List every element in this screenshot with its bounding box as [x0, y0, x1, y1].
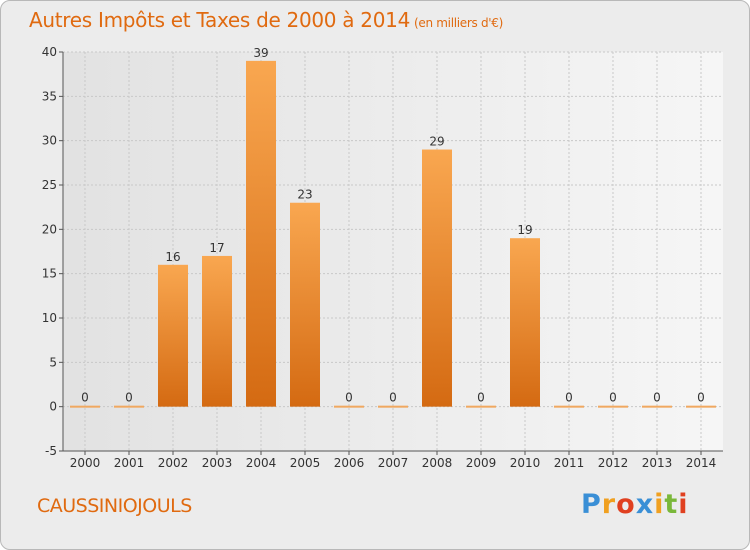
bar [554, 405, 584, 408]
bar [334, 405, 364, 408]
x-tick-label: 2007 [378, 456, 409, 470]
bar [642, 405, 672, 408]
data-label: 29 [429, 135, 444, 149]
data-label: 16 [165, 250, 180, 264]
bar [598, 405, 628, 408]
data-label: 0 [81, 391, 89, 405]
x-tick-label: 2001 [114, 456, 145, 470]
y-tick-label: -5 [45, 444, 57, 458]
chart-title-text: Autres Impôts et Taxes de 2000 à 2014 [29, 8, 410, 32]
bar [510, 238, 540, 407]
x-tick-label: 2011 [554, 456, 585, 470]
x-tick-label: 2003 [202, 456, 233, 470]
bar [202, 255, 232, 407]
bar [158, 264, 188, 407]
x-tick-label: 2012 [598, 456, 629, 470]
x-tick-label: 2010 [510, 456, 541, 470]
bar [246, 60, 276, 407]
data-label: 0 [477, 391, 485, 405]
bar [686, 405, 716, 408]
logo-letter: o [616, 489, 636, 520]
y-tick-label: 35 [42, 89, 57, 103]
y-tick-label: 0 [49, 400, 57, 414]
x-tick-label: 2008 [422, 456, 453, 470]
commune-name: CAUSSINIOJOULS [37, 495, 192, 517]
bar [114, 405, 144, 408]
y-tick-label: 40 [42, 45, 57, 59]
data-label: 17 [209, 241, 224, 255]
x-tick-label: 2006 [334, 456, 365, 470]
bar [378, 405, 408, 408]
data-label: 0 [125, 391, 133, 405]
data-label: 0 [345, 391, 353, 405]
y-tick-label: 20 [42, 222, 57, 236]
x-tick-label: 2004 [246, 456, 277, 470]
x-tick-label: 2013 [642, 456, 673, 470]
chart-subtitle: (en milliers d'€) [414, 16, 504, 30]
x-tick-label: 2002 [158, 456, 189, 470]
data-label: 23 [297, 188, 312, 202]
y-tick-label: 25 [42, 178, 57, 192]
x-tick-label: 2014 [686, 456, 717, 470]
logo-letter: i [678, 489, 689, 520]
logo-letter: P [581, 489, 602, 520]
chart-title: Autres Impôts et Taxes de 2000 à 2014 (en… [29, 8, 503, 32]
bar [290, 202, 320, 407]
y-tick-label: 15 [42, 267, 57, 281]
logo-letter: x [635, 489, 655, 520]
x-tick-label: 2000 [70, 456, 101, 470]
data-label: 39 [253, 46, 268, 60]
data-label: 0 [565, 391, 573, 405]
y-tick-label: 10 [42, 311, 57, 325]
bar [466, 405, 496, 408]
data-label: 0 [697, 391, 705, 405]
logo-letter: r [601, 489, 617, 520]
y-tick-label: 5 [49, 355, 57, 369]
data-label: 0 [653, 391, 661, 405]
x-tick-label: 2005 [290, 456, 321, 470]
logo-letter: i [654, 489, 665, 520]
data-label: 0 [389, 391, 397, 405]
proxiti-logo: Proxiti [581, 489, 689, 520]
x-tick-label: 2009 [466, 456, 497, 470]
data-label: 0 [609, 391, 617, 405]
logo-letter: t [664, 489, 679, 520]
bar [422, 149, 452, 407]
bar [70, 405, 100, 408]
data-label: 19 [517, 223, 532, 237]
y-tick-label: 30 [42, 134, 57, 148]
